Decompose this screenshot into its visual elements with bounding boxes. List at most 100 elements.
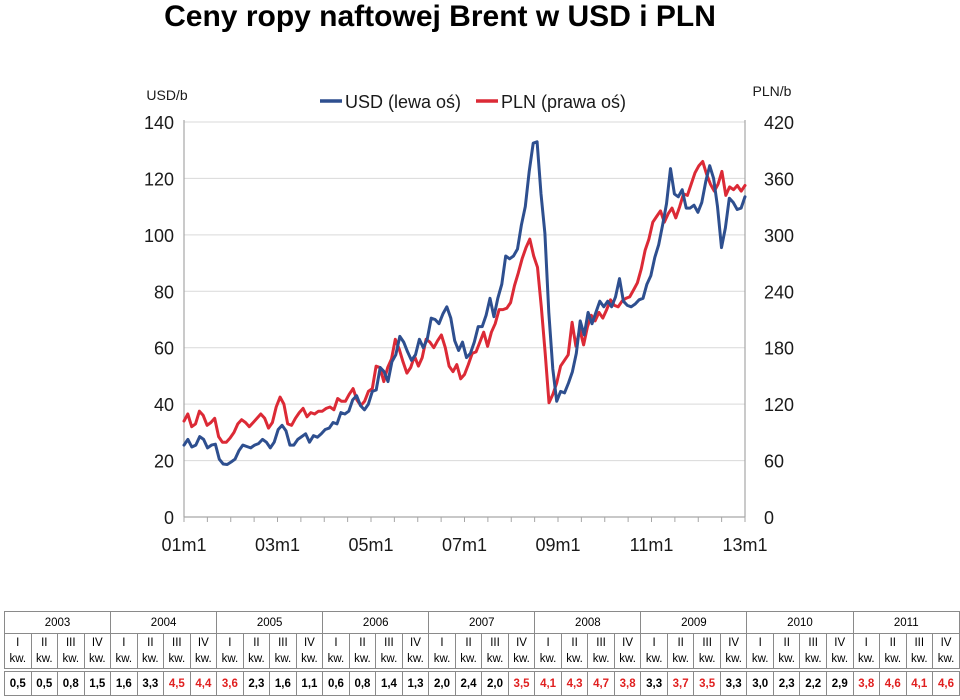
- quarter-suffix: kw.: [460, 653, 477, 665]
- quarter-header: II kw.: [666, 633, 695, 669]
- quarter-header: IV kw.: [83, 633, 112, 669]
- chart-legend: USD (lewa oś) PLN (prawa oś): [320, 92, 626, 112]
- x-tick-label: 13m1: [722, 535, 767, 555]
- quarter-numeral: IV: [303, 637, 315, 649]
- quarter-numeral: III: [384, 637, 394, 649]
- quarter-suffix: kw.: [592, 653, 610, 665]
- quarter-suffix: kw.: [910, 653, 928, 665]
- table-value-cell: 2,9: [825, 671, 854, 696]
- quarter-numeral: II: [147, 637, 154, 649]
- year-header: 2005: [216, 611, 324, 634]
- quarter-numeral: IV: [728, 637, 740, 649]
- quarter-numeral: III: [596, 637, 606, 649]
- quarter-suffix: kw.: [619, 653, 636, 665]
- table-value-cell: 2,2: [799, 671, 827, 696]
- quarter-suffix: kw.: [698, 653, 716, 665]
- legend-label-pln: PLN (prawa oś): [501, 92, 626, 112]
- quarter-numeral: III: [278, 637, 288, 649]
- quarter-suffix: kw.: [486, 653, 504, 665]
- quarter-numeral: II: [253, 637, 260, 649]
- quarter-suffix: kw.: [857, 653, 875, 665]
- quarter-header: III kw.: [375, 633, 403, 669]
- quarter-suffix: kw.: [433, 653, 451, 665]
- quarter-header: III kw.: [481, 633, 509, 669]
- usd-series-line: [182, 140, 747, 466]
- year-header: 2006: [322, 611, 430, 634]
- quarter-suffix: kw.: [725, 653, 742, 665]
- y-right-axis-label: PLN/b: [753, 83, 792, 99]
- table-value-cell: 1,6: [110, 671, 138, 696]
- y-right-tick-label: 300: [764, 226, 794, 246]
- y-right-tick-label: 0: [764, 508, 774, 528]
- table-value-cell: 3,5: [507, 671, 536, 696]
- y-right-tick-label: 60: [764, 452, 784, 472]
- quarter-suffix: kw.: [248, 653, 265, 665]
- quarter-suffix: kw.: [62, 653, 80, 665]
- table-value-cell: 4,3: [560, 671, 589, 696]
- y-right-tick-label: 120: [764, 395, 794, 415]
- quarter-header: II kw.: [136, 633, 165, 669]
- quarter-numeral: IV: [516, 637, 527, 649]
- table-value-cell: 3,8: [613, 671, 642, 696]
- x-tick-label: 03m1: [255, 535, 300, 555]
- year-header-row: 2003 2004 2005 2006 2007 2008 2009 2010 2011: [3, 611, 960, 634]
- table-value-cell: 0,5: [30, 671, 59, 696]
- table-value-cell: 4,6: [879, 671, 907, 696]
- quarter-header: IV kw.: [825, 633, 854, 669]
- table-value-cell: 3,6: [216, 671, 244, 696]
- y-left-tick-label: 120: [144, 169, 174, 189]
- quarter-suffix: kw.: [804, 653, 822, 665]
- table-value-cell: 4,6: [932, 671, 960, 696]
- y-left-tick-label: 40: [154, 395, 174, 415]
- oil-price-chart: 0 0 20 60 40 120 60 180 80 240 100 300 120 360 140 420 0…: [144, 83, 794, 555]
- quarter-suffix: kw.: [539, 653, 557, 665]
- quarter-numeral: I: [122, 637, 126, 649]
- quarter-numeral: IV: [940, 637, 952, 649]
- year-header: 2004: [110, 611, 218, 634]
- year-header: 2003: [3, 611, 112, 634]
- quarter-numeral: I: [16, 637, 20, 649]
- legend-label-usd: USD (lewa oś): [345, 92, 461, 112]
- quarter-header: III kw.: [693, 633, 721, 669]
- table-value-cell: 0,8: [348, 671, 377, 696]
- quarter-header: II kw.: [30, 633, 59, 669]
- table-value-cell: 3,3: [136, 671, 165, 696]
- x-tick-label: 05m1: [348, 535, 393, 555]
- quarter-numeral: IV: [197, 637, 209, 649]
- quarter-suffix: kw.: [831, 653, 849, 665]
- quarter-suffix: kw.: [327, 653, 345, 665]
- table-value-cell: 2,3: [772, 671, 801, 696]
- quarter-header: II kw.: [242, 633, 271, 669]
- quarter-numeral: II: [783, 637, 790, 649]
- table-value-cell: 1,6: [269, 671, 297, 696]
- quarter-suffix: kw.: [778, 653, 796, 665]
- table-value-cell: 0,6: [322, 671, 350, 696]
- quarter-header: III kw.: [799, 633, 827, 669]
- quarter-suffix: kw.: [274, 653, 292, 665]
- y-right-tick-label: 180: [764, 339, 794, 359]
- table-value-cell: 2,4: [454, 671, 483, 696]
- quarter-numeral: I: [334, 637, 338, 649]
- quarter-numeral: IV: [91, 637, 103, 649]
- quarter-suffix: kw.: [380, 653, 398, 665]
- table-value-cell: 2,0: [481, 671, 509, 696]
- year-header: 2008: [534, 611, 642, 634]
- quarter-numeral: II: [571, 637, 578, 649]
- quarter-suffix: kw.: [354, 653, 371, 665]
- y-left-tick-label: 0: [164, 508, 174, 528]
- quarter-suffix: kw.: [221, 653, 239, 665]
- x-tick-label: 01m1: [161, 535, 206, 555]
- quarter-suffix: kw.: [35, 653, 53, 665]
- year-header: 2010: [746, 611, 854, 634]
- chart-axes: 0 0 20 60 40 120 60 180 80 240 100 300 120 360 140 420 0…: [144, 83, 794, 555]
- quarter-suffix: kw.: [168, 653, 186, 665]
- table-value-cell: 4,1: [534, 671, 562, 696]
- quarter-header: III kw.: [905, 633, 934, 669]
- x-tick-label: 07m1: [442, 535, 487, 555]
